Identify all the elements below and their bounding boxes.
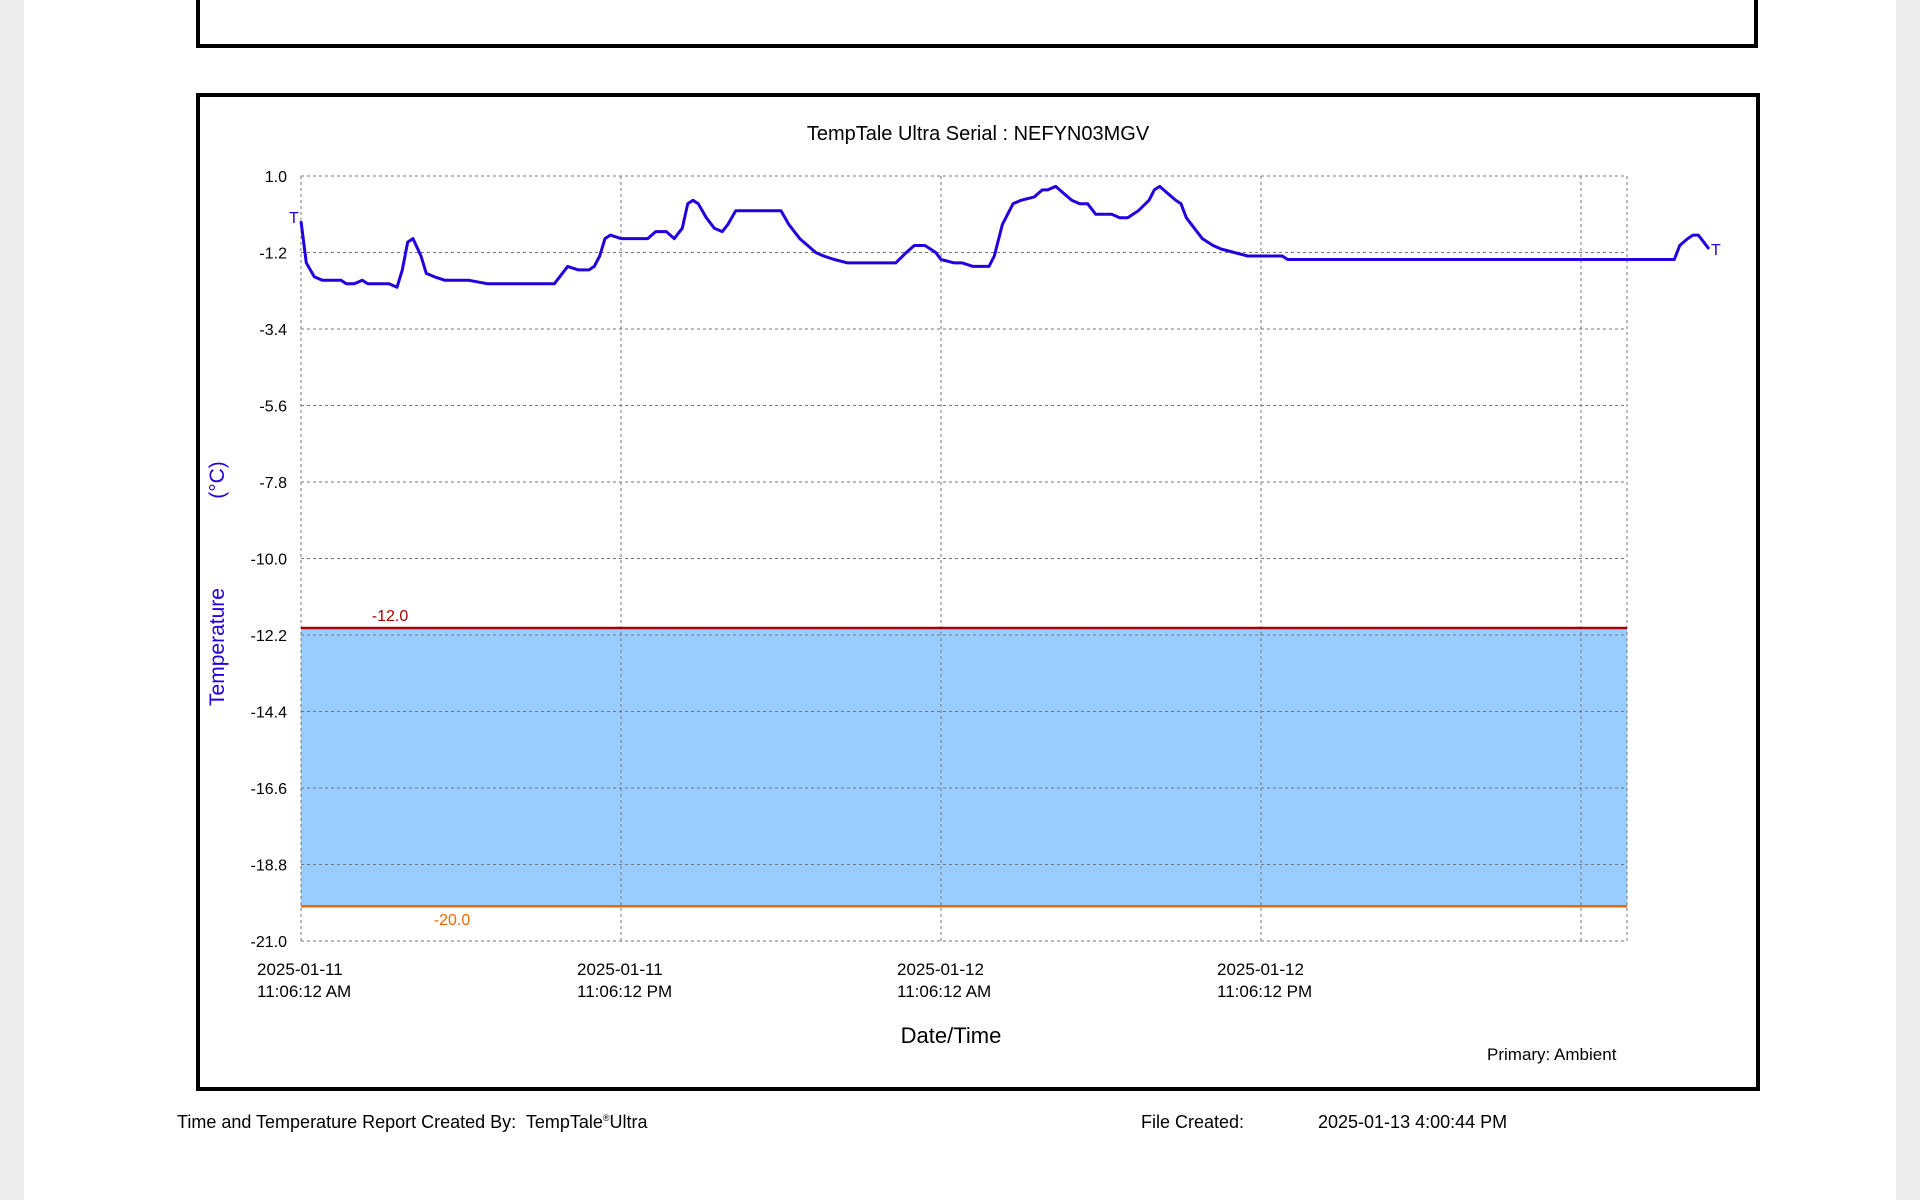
y-tick-label: -5.6 bbox=[259, 399, 287, 416]
file-created-label: File Created: bbox=[1141, 1112, 1245, 1132]
y-tick-label: -21.0 bbox=[251, 934, 288, 951]
product-name-part-a: TempTale bbox=[525, 1112, 603, 1132]
chart-frame: TempTale Ultra Serial : NEFYN03MGV 1.0 -1.… bbox=[196, 93, 1760, 1091]
previous-report-frame bbox=[196, 0, 1758, 48]
y-tick-label: -16.6 bbox=[251, 781, 288, 798]
limit-label: -20.0 bbox=[434, 912, 471, 929]
temperature-series-line bbox=[299, 184, 1711, 289]
file-created-value: 2025-01-13 4:00:44 PM bbox=[1318, 1112, 1508, 1132]
y-axis-label: Temperature bbox=[206, 588, 229, 706]
product-name: TempTale®Ultra bbox=[526, 1112, 648, 1132]
y-tick-label: -10.0 bbox=[251, 552, 288, 569]
x-tick-label-date: 2025-01-11 bbox=[577, 960, 663, 979]
y-tick-label: -7.8 bbox=[259, 475, 287, 492]
series-note: Primary: Ambient bbox=[1487, 1045, 1617, 1064]
y-tick-label: 1.0 bbox=[265, 169, 287, 186]
x-tick-label-date: 2025-01-12 bbox=[897, 960, 984, 979]
y-axis-unit: (°C) bbox=[206, 461, 229, 499]
start-marker: T bbox=[289, 210, 299, 227]
x-tick-label-time: 11:06:12 AM bbox=[257, 982, 351, 1001]
limit-label: -12.0 bbox=[372, 608, 409, 625]
y-tick-label: -3.4 bbox=[259, 322, 287, 339]
created-by-line: Time and Temperature Report Created By: … bbox=[177, 1112, 648, 1133]
x-tick-label-date: 2025-01-11 bbox=[257, 960, 343, 979]
x-tick-label-time: 11:06:12 AM bbox=[897, 982, 991, 1001]
y-tick-label: -1.2 bbox=[259, 246, 287, 263]
y-tick-label: -18.8 bbox=[251, 858, 288, 875]
x-tick-label-date: 2025-01-12 bbox=[1217, 960, 1304, 979]
y-tick-label: -14.4 bbox=[251, 705, 288, 722]
end-marker: T bbox=[1711, 242, 1721, 259]
x-axis-label: Date/Time bbox=[901, 1023, 1002, 1048]
chart-title: TempTale Ultra Serial : NEFYN03MGV bbox=[807, 123, 1150, 145]
y-tick-label: -12.2 bbox=[251, 628, 288, 645]
product-name-part-b: Ultra bbox=[609, 1112, 648, 1132]
temperature-chart: TempTale Ultra Serial : NEFYN03MGV 1.0 -1.… bbox=[206, 123, 1721, 1064]
x-tick-label-time: 11:06:12 PM bbox=[1217, 982, 1312, 1001]
acceptable-range-band bbox=[301, 628, 1627, 907]
report-page: TempTale Ultra Serial : NEFYN03MGV 1.0 -1.… bbox=[24, 0, 1896, 1200]
created-by-label: Time and Temperature Report Created By: bbox=[177, 1112, 517, 1132]
x-tick-label-time: 11:06:12 PM bbox=[577, 982, 672, 1001]
registered-mark: ® bbox=[602, 1113, 610, 1123]
